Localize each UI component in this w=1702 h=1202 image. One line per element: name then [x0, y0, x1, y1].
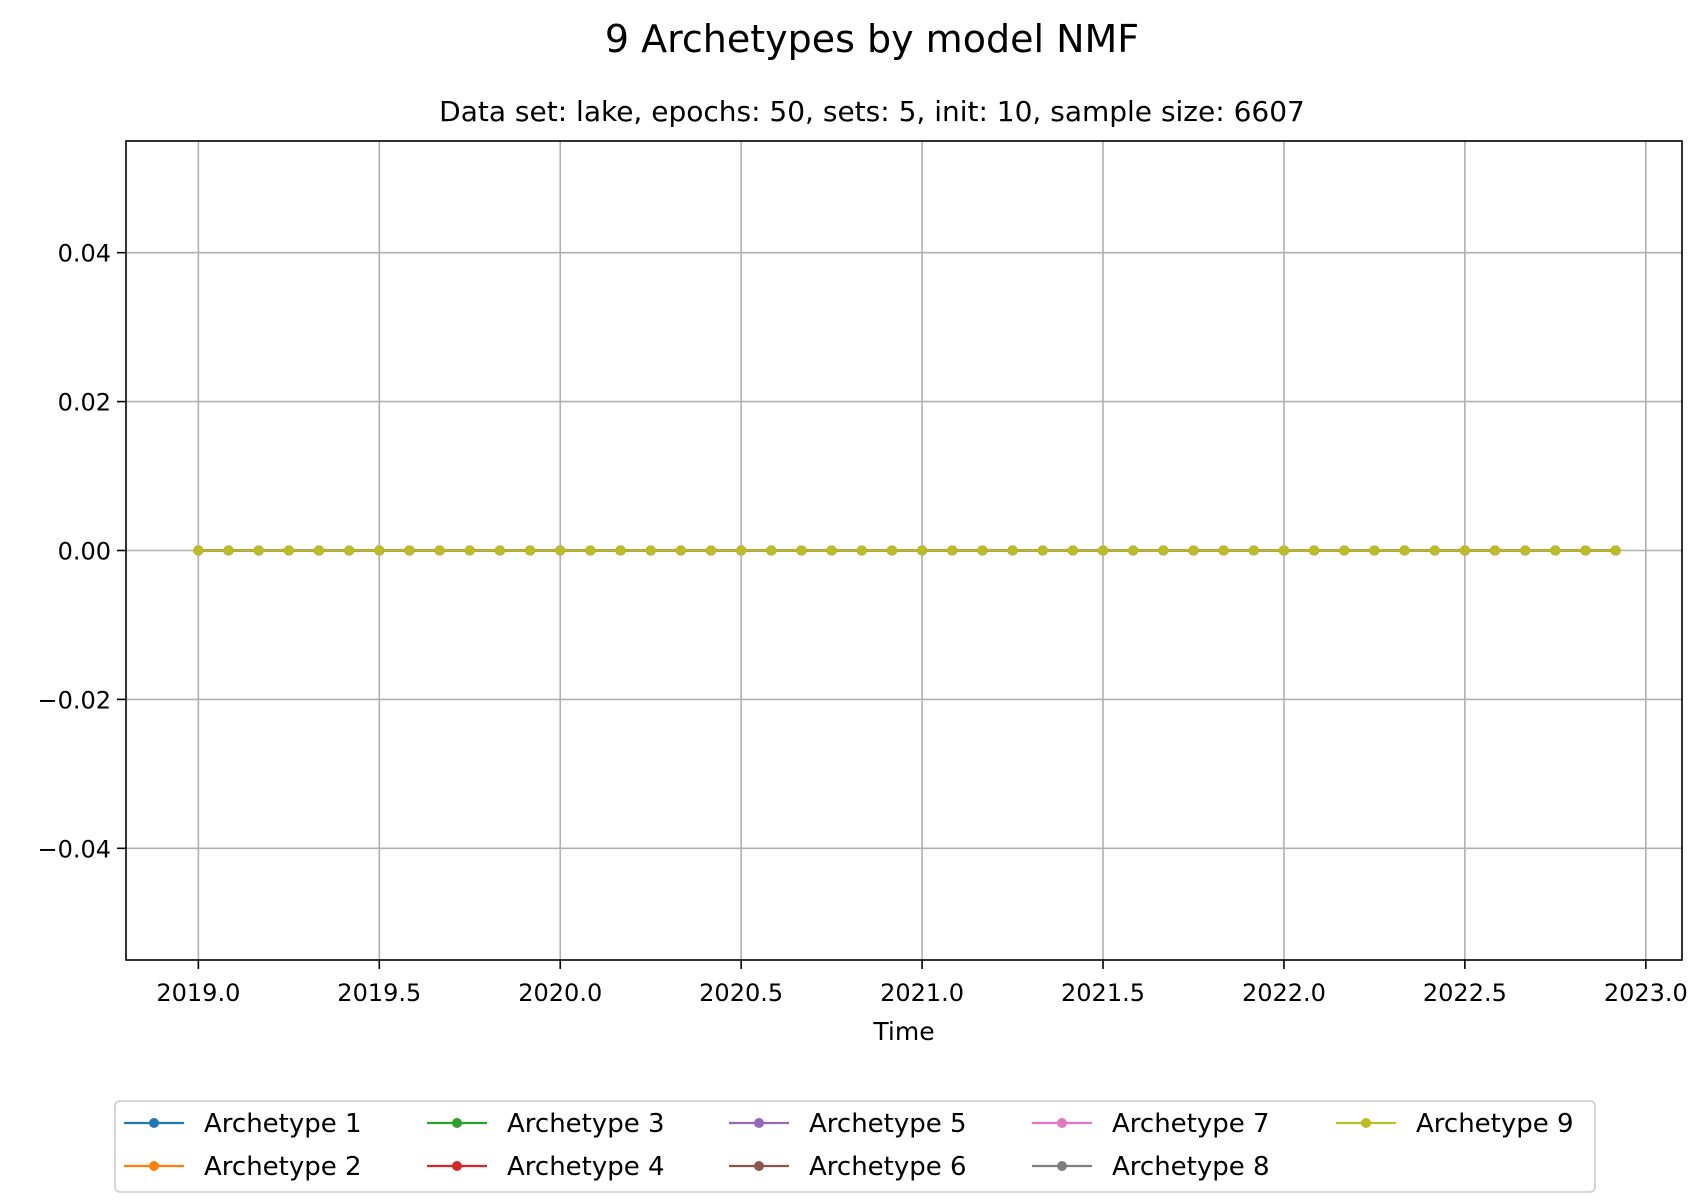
legend-swatch-marker: [754, 1118, 764, 1128]
legend-item: Archetype 7: [1032, 1109, 1270, 1139]
data-point: [374, 545, 385, 556]
data-point: [1369, 545, 1380, 556]
x-tick-label: 2022.0: [1242, 979, 1326, 1007]
data-point: [1459, 545, 1470, 556]
data-point: [1429, 545, 1440, 556]
data-point: [1098, 545, 1109, 556]
legend-item: Archetype 1: [124, 1109, 362, 1139]
y-tick-label: −0.04: [37, 835, 111, 863]
data-point: [856, 545, 867, 556]
data-point: [977, 545, 988, 556]
data-point: [826, 545, 837, 556]
data-point: [1067, 545, 1078, 556]
series-archetype-9: [193, 545, 1621, 556]
data-point: [555, 545, 566, 556]
data-point: [1399, 545, 1410, 556]
legend-label: Archetype 2: [204, 1152, 362, 1182]
legend-swatch-marker: [1057, 1118, 1067, 1128]
legend-label: Archetype 7: [1112, 1109, 1270, 1139]
data-point: [193, 545, 204, 556]
legend-swatch-marker: [452, 1161, 462, 1171]
data-point: [1490, 545, 1501, 556]
data-point: [344, 545, 355, 556]
data-point: [1158, 545, 1169, 556]
legend-item: Archetype 8: [1032, 1152, 1270, 1182]
legend-swatch-marker: [452, 1118, 462, 1128]
x-tick-label: 2022.5: [1423, 979, 1507, 1007]
x-tick-label: 2020.0: [518, 979, 602, 1007]
series-layer: [193, 545, 1621, 556]
data-point: [706, 545, 717, 556]
y-axis: −0.04 −0.02 0.00 0.02 0.04: [37, 240, 126, 863]
data-point: [1520, 545, 1531, 556]
data-point: [434, 545, 445, 556]
data-point: [1128, 545, 1139, 556]
x-tick-label: 2023.0: [1604, 979, 1688, 1007]
legend-item: Archetype 4: [427, 1152, 665, 1182]
data-point: [917, 545, 928, 556]
data-point: [645, 545, 656, 556]
legend-item: Archetype 3: [427, 1109, 665, 1139]
legend-label: Archetype 6: [809, 1152, 967, 1182]
data-point: [615, 545, 626, 556]
x-tick-label: 2019.5: [337, 979, 421, 1007]
legend-swatch-marker: [149, 1118, 159, 1128]
legend-label: Archetype 1: [204, 1109, 362, 1139]
data-point: [1309, 545, 1320, 556]
data-point: [766, 545, 777, 556]
data-point: [223, 545, 234, 556]
legend-label: Archetype 4: [507, 1152, 665, 1182]
data-point: [1278, 545, 1289, 556]
data-point: [736, 545, 747, 556]
legend-label: Archetype 3: [507, 1109, 665, 1139]
legend-swatch-marker: [754, 1161, 764, 1171]
data-point: [1007, 545, 1018, 556]
data-point: [525, 545, 536, 556]
x-axis-label: Time: [872, 1017, 934, 1046]
data-point: [886, 545, 897, 556]
legend-swatch-marker: [1057, 1161, 1067, 1171]
data-point: [1037, 545, 1048, 556]
data-point: [283, 545, 294, 556]
legend-item: Archetype 5: [729, 1109, 967, 1139]
data-point: [253, 545, 264, 556]
x-tick-label: 2021.5: [1061, 979, 1145, 1007]
legend-swatch-marker: [1361, 1118, 1371, 1128]
x-tick-label: 2020.5: [699, 979, 783, 1007]
legend-swatch-marker: [149, 1161, 159, 1171]
data-point: [1188, 545, 1199, 556]
legend-label: Archetype 9: [1416, 1109, 1574, 1139]
y-tick-label: −0.02: [37, 686, 111, 714]
legend-item: Archetype 6: [729, 1152, 967, 1182]
legend-label: Archetype 5: [809, 1109, 967, 1139]
data-point: [585, 545, 596, 556]
data-point: [1550, 545, 1561, 556]
data-point: [404, 545, 415, 556]
data-point: [1339, 545, 1350, 556]
x-axis: 2019.0 2019.5 2020.0 2020.5 2021.0 2021.5 2022…: [156, 960, 1688, 1007]
y-tick-label: 0.04: [58, 240, 111, 268]
legend-item: Archetype 9: [1336, 1109, 1574, 1139]
data-point: [313, 545, 324, 556]
data-point: [1610, 545, 1621, 556]
x-tick-label: 2021.0: [880, 979, 964, 1007]
data-point: [947, 545, 958, 556]
data-point: [494, 545, 505, 556]
y-tick-label: 0.00: [58, 538, 111, 566]
data-point: [1218, 545, 1229, 556]
data-point: [796, 545, 807, 556]
chart-subtitle: Data set: lake, epochs: 50, sets: 5, ini…: [439, 95, 1305, 128]
data-point: [464, 545, 475, 556]
legend-item: Archetype 2: [124, 1152, 362, 1182]
data-point: [1248, 545, 1259, 556]
chart-title: 9 Archetypes by model NMF: [605, 17, 1139, 61]
data-point: [1580, 545, 1591, 556]
x-tick-label: 2019.0: [156, 979, 240, 1007]
y-tick-label: 0.02: [58, 389, 111, 417]
legend-label: Archetype 8: [1112, 1152, 1270, 1182]
data-point: [675, 545, 686, 556]
legend: Archetype 1 Archetype 2 Archetype 3 Archety…: [114, 1100, 1596, 1193]
